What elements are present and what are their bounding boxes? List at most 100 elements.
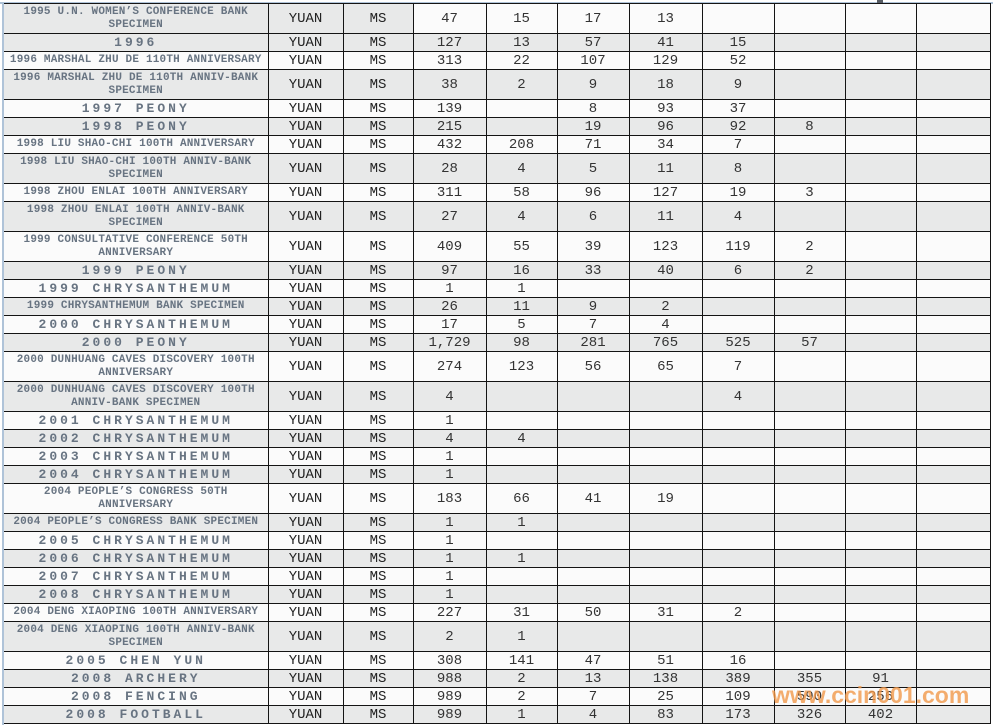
population-value-cell: 2 xyxy=(628,297,703,316)
population-value-cell: 1,729 xyxy=(412,333,487,352)
denomination-cell: YUAN xyxy=(267,117,344,136)
table-row: 2000 CHRYSANTHEMUM YUAN MS 17 5 7 4 xyxy=(4,315,991,334)
grade-service-cell: MS xyxy=(342,669,414,688)
population-value-cell xyxy=(915,183,991,202)
table-row: 1999 CONSULTATIVE CONFERENCE 50TH ANNIVE… xyxy=(4,231,991,262)
population-value-cell xyxy=(773,279,846,298)
population-value-cell xyxy=(915,621,991,652)
population-value-cell xyxy=(556,585,630,604)
population-value-cell xyxy=(844,429,917,448)
table-row: 1996 MARSHAL ZHU DE 110TH ANNIVERSARY YUA… xyxy=(4,51,991,70)
population-value-cell xyxy=(701,567,775,586)
item-description-cell: 2000 DUNHUANG CAVES DISCOVERY 100TH ANNI… xyxy=(4,381,269,412)
table-row: 2008 ARCHERY YUAN MS 988 2 13 138 389 355 91 xyxy=(4,669,991,688)
population-value-cell xyxy=(773,99,846,118)
population-value-cell: 56 xyxy=(556,351,630,382)
population-value-cell xyxy=(844,117,917,136)
population-value-cell: 8 xyxy=(773,117,846,136)
table-row: 1996 YUAN MS 127 13 57 41 15 xyxy=(4,33,991,52)
denomination-cell: YUAN xyxy=(267,531,344,550)
item-description-cell: 2001 CHRYSANTHEMUM xyxy=(4,411,269,430)
population-value-cell: 4 xyxy=(556,705,630,724)
population-value-cell xyxy=(915,201,991,232)
table-row: 1996 MARSHAL ZHU DE 110TH ANNIV-BANK SPE… xyxy=(4,69,991,100)
grade-service-cell: MS xyxy=(342,33,414,52)
population-value-cell xyxy=(773,411,846,430)
population-value-cell: 989 xyxy=(412,705,487,724)
population-value-cell: 1 xyxy=(412,279,487,298)
denomination-cell: YUAN xyxy=(267,279,344,298)
population-value-cell xyxy=(773,153,846,184)
population-value-cell xyxy=(701,531,775,550)
population-value-cell: 1 xyxy=(412,531,487,550)
population-value-cell xyxy=(701,315,775,334)
population-value-cell xyxy=(844,279,917,298)
item-description-cell: 2004 PEOPLE’S CONGRESS BANK SPECIMEN xyxy=(4,513,269,532)
grade-service-cell: MS xyxy=(342,201,414,232)
population-value-cell: 389 xyxy=(701,669,775,688)
population-value-cell: 6 xyxy=(556,201,630,232)
population-value-cell xyxy=(844,153,917,184)
population-value-cell: 127 xyxy=(628,183,703,202)
population-value-cell xyxy=(556,567,630,586)
denomination-cell: YUAN xyxy=(267,381,344,412)
population-value-cell: 2 xyxy=(485,69,558,100)
population-value-cell xyxy=(773,315,846,334)
denomination-cell: YUAN xyxy=(267,351,344,382)
population-value-cell xyxy=(844,651,917,670)
population-value-cell xyxy=(701,279,775,298)
population-value-cell: 256 xyxy=(844,687,917,706)
population-value-cell xyxy=(915,603,991,622)
population-value-cell: 96 xyxy=(628,117,703,136)
population-value-cell: 26 xyxy=(412,297,487,316)
population-value-cell xyxy=(915,465,991,484)
population-value-cell: 1 xyxy=(485,549,558,568)
table-row: 1999 CHRYSANTHEMUM BANK SPECIMEN YUAN MS 26… xyxy=(4,297,991,316)
population-value-cell: 16 xyxy=(485,261,558,280)
left-frame-line xyxy=(2,2,4,725)
population-value-cell xyxy=(915,261,991,280)
population-value-cell xyxy=(915,549,991,568)
population-value-cell: 7 xyxy=(556,687,630,706)
denomination-cell: YUAN xyxy=(267,183,344,202)
population-value-cell: 22 xyxy=(485,51,558,70)
grade-service-cell: MS xyxy=(342,315,414,334)
population-value-cell: 525 xyxy=(701,333,775,352)
population-value-cell xyxy=(915,51,991,70)
population-value-cell xyxy=(556,513,630,532)
population-value-cell xyxy=(628,411,703,430)
population-value-cell xyxy=(628,621,703,652)
item-description-cell: 2000 DUNHUANG CAVES DISCOVERY 100TH ANNI… xyxy=(4,351,269,382)
population-value-cell: 9 xyxy=(556,297,630,316)
population-value-cell: 8 xyxy=(701,153,775,184)
item-description-cell: 1996 MARSHAL ZHU DE 110TH ANNIV-BANK SPE… xyxy=(4,69,269,100)
population-value-cell: 92 xyxy=(701,117,775,136)
item-description-cell: 2008 CHRYSANTHEMUM xyxy=(4,585,269,604)
population-value-cell: 66 xyxy=(485,483,558,514)
denomination-cell: YUAN xyxy=(267,585,344,604)
population-value-cell: 1 xyxy=(485,513,558,532)
population-value-cell xyxy=(915,429,991,448)
population-value-cell: 6 xyxy=(701,261,775,280)
grade-service-cell: MS xyxy=(342,117,414,136)
population-value-cell: 47 xyxy=(556,651,630,670)
population-value-cell: 7 xyxy=(701,135,775,154)
population-value-cell: 988 xyxy=(412,669,487,688)
population-value-cell: 107 xyxy=(556,51,630,70)
grade-service-cell: MS xyxy=(342,411,414,430)
population-value-cell xyxy=(844,315,917,334)
grade-service-cell: MS xyxy=(342,183,414,202)
grade-service-cell: MS xyxy=(342,585,414,604)
item-description-cell: 2005 CHRYSANTHEMUM xyxy=(4,531,269,550)
grade-service-cell: MS xyxy=(342,429,414,448)
population-value-cell xyxy=(915,513,991,532)
denomination-cell: YUAN xyxy=(267,411,344,430)
population-value-cell: 1 xyxy=(485,621,558,652)
population-value-cell: 1 xyxy=(412,549,487,568)
item-description-cell: 1999 PEONY xyxy=(4,261,269,280)
population-value-cell: 4 xyxy=(701,381,775,412)
population-value-cell: 402 xyxy=(844,705,917,724)
population-value-cell: 989 xyxy=(412,687,487,706)
population-value-cell: 311 xyxy=(412,183,487,202)
population-value-cell xyxy=(628,567,703,586)
